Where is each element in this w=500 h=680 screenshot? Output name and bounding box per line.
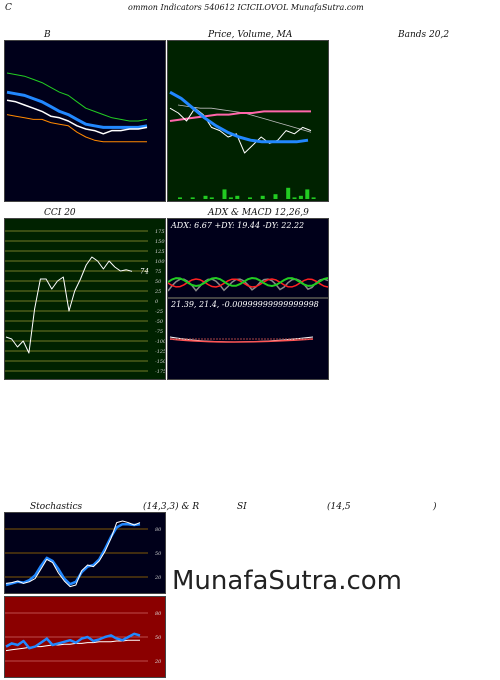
price-ma-long: [177, 104, 312, 133]
volume-bar: [286, 187, 291, 199]
cci-tick-label: 50: [155, 279, 162, 285]
macd-label: 21.39, 21.4, -0.00999999999999998: [171, 300, 319, 309]
stoch-k-line: [5, 520, 141, 588]
adx-panel: ADX: 6.67 +DY: 19.44 -DY: 22.22: [167, 218, 329, 298]
price-chart: [169, 90, 316, 199]
title-bb: B: [44, 30, 51, 40]
title-rsi-close: ): [433, 502, 437, 512]
stoch-tick-label: 50: [155, 551, 162, 557]
adx-chart: [168, 276, 328, 292]
cci-tick-label: 125: [155, 249, 165, 255]
price-panel: [167, 40, 329, 202]
volume-bar: [305, 189, 310, 199]
volume-bar: [311, 197, 316, 199]
bb-middle-band: [6, 90, 148, 129]
stoch-tick-label: 20: [154, 575, 162, 581]
title-bands: Bands 20,2: [398, 30, 450, 40]
price-line: [169, 107, 312, 154]
cci-tick-label: -100: [155, 339, 165, 345]
cci-tick-label: -25: [155, 309, 163, 315]
cci-tick-label: 150: [155, 239, 165, 245]
cci-tick-label: -175: [155, 369, 165, 375]
title-price: Price, Volume, MA: [208, 30, 293, 40]
plus-di-line: [168, 276, 328, 288]
header-c: C: [5, 3, 12, 13]
volume-bar: [260, 195, 265, 199]
bollinger-chart: [6, 72, 148, 143]
volume-bar: [235, 195, 240, 199]
header-title: ommon Indicators 540612 ICICILOVOL Munaf…: [128, 3, 364, 12]
title-rsi: SI: [237, 502, 247, 512]
volume-bar: [203, 195, 208, 199]
macd-panel: 21.39, 21.4, -0.00999999999999998: [167, 298, 329, 380]
title-cci: CCI 20: [44, 208, 76, 218]
cci-current-label: 74: [140, 267, 149, 275]
watermark: MunafaSutra.com: [172, 566, 403, 596]
volume-bar: [292, 197, 297, 199]
title-rsi-params: (14,5: [327, 502, 351, 512]
volume-bar: [222, 189, 227, 199]
rsi-tick-label: 80: [155, 611, 162, 617]
title-stoch: Stochastics: [30, 502, 83, 512]
price-ma-short: [169, 90, 309, 144]
rsi-panel: 80 50 20: [4, 596, 166, 678]
cci-tick-label: -50: [155, 319, 164, 325]
cci-tick-label: -125: [155, 349, 165, 355]
bb-upper-band: [6, 72, 148, 122]
cci-tick-label: 0: [155, 299, 159, 305]
cci-tick-label: 75: [155, 269, 161, 275]
cci-tick-label: -150: [155, 359, 165, 365]
cci-tick-label: 100: [155, 259, 165, 265]
volume-bar: [273, 194, 278, 199]
cci-chart: 175 150 125 100 75 50 25 0 -25 -50 -75 -100 -125 -150…: [5, 229, 165, 375]
cci-tick-label: 25: [154, 289, 161, 295]
volume-bar: [178, 197, 182, 199]
rsi-tick-label: 50: [155, 635, 162, 641]
rsi-chart: 80 50 20: [5, 611, 162, 665]
bb-lower-band: [6, 114, 147, 143]
cci-tick-label: 175: [155, 229, 165, 235]
rsi-tick-label: 20: [154, 659, 162, 665]
cci-line: [5, 256, 133, 354]
cci-tick-label: -75: [155, 329, 163, 335]
volume-bar: [190, 197, 195, 199]
stoch-d-line: [5, 522, 141, 587]
volume-bar: [209, 197, 214, 199]
price-ma-mid: [169, 110, 311, 122]
stochastics-chart: 80 50 20: [5, 520, 162, 588]
rsi-line: [5, 632, 141, 650]
title-stoch-params: (14,3,3) & R: [143, 502, 200, 512]
cci-panel: 175 150 125 100 75 50 25 0 -25 -50 -75 -100 -125 -150…: [4, 218, 166, 380]
adx-label: ADX: 6.67 +DY: 19.44 -DY: 22.22: [171, 221, 305, 230]
title-adx: ADX & MACD 12,26,9: [208, 208, 309, 218]
bb-price-line: [6, 99, 148, 135]
volume-bar: [228, 197, 233, 199]
stoch-tick-label: 80: [155, 527, 162, 533]
volume-bar: [248, 197, 252, 199]
stoch-panel: 80 50 20: [4, 512, 166, 594]
macd-signal-line: [169, 338, 314, 343]
volume-bar: [298, 195, 303, 199]
bollinger-panel: [4, 40, 166, 202]
macd-chart: [169, 336, 314, 343]
